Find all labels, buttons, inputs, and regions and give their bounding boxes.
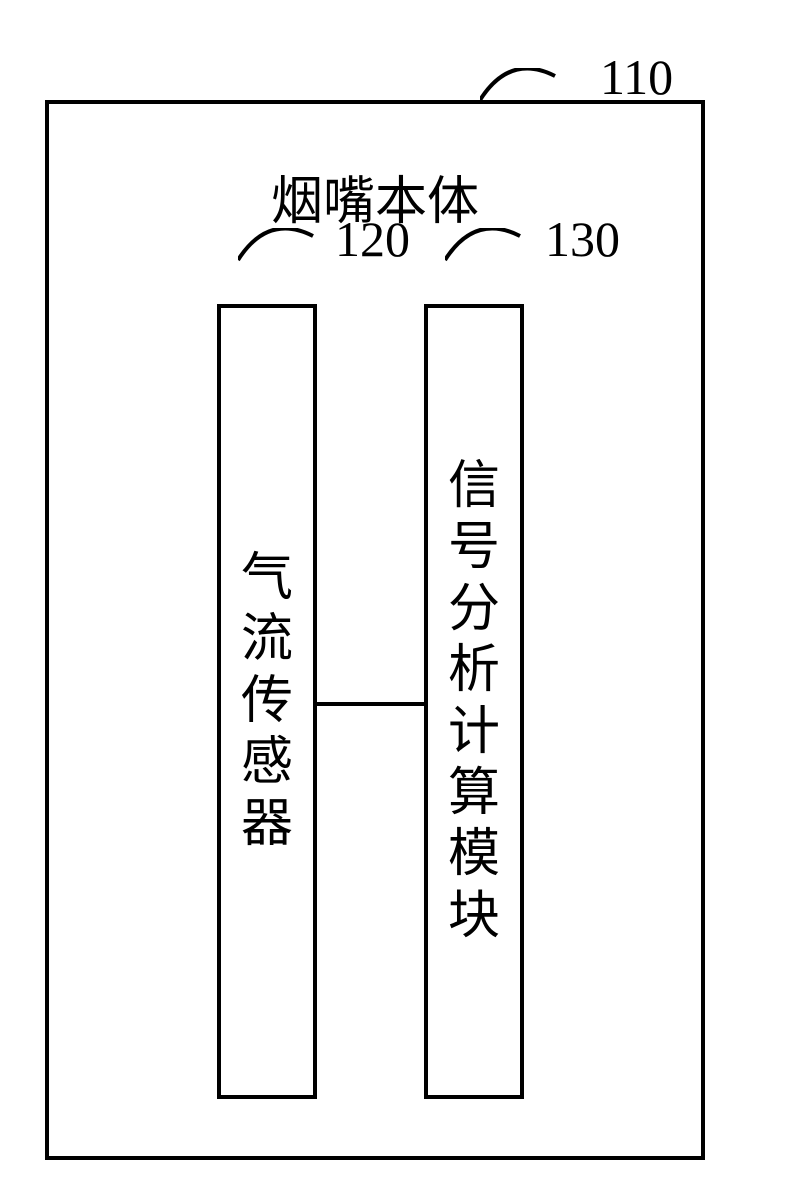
ref-label-120: 120 xyxy=(335,210,410,268)
inner-box-130: 信号分析计算模块 xyxy=(424,304,524,1099)
ref-label-130: 130 xyxy=(545,210,620,268)
inner-area: 气流传感器 信号分析计算模块 xyxy=(49,304,701,1124)
inner-box-120-label: 气流传感器 xyxy=(221,308,313,1095)
inner-box-120: 气流传感器 xyxy=(217,304,317,1099)
lead-curve-110 xyxy=(480,68,570,113)
lead-curve-120 xyxy=(238,228,328,273)
inner-box-130-label: 信号分析计算模块 xyxy=(428,308,520,1095)
ref-label-110: 110 xyxy=(600,48,673,106)
lead-curve-130 xyxy=(445,228,535,273)
connector-line xyxy=(317,702,424,706)
block-diagram: 烟嘴本体 气流传感器 信号分析计算模块 110 120 130 xyxy=(45,60,765,1160)
